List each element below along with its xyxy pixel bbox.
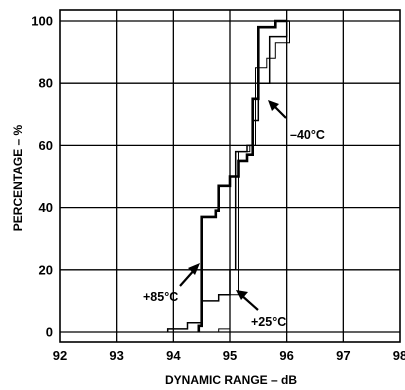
x-tick-label: 97 (336, 348, 350, 363)
x-tick-label: 92 (53, 348, 67, 363)
plot-border (59, 9, 401, 343)
y-tick-label: 20 (39, 262, 53, 277)
y-tick-label: 40 (39, 200, 53, 215)
annotation-plus25: +25°C (236, 290, 286, 329)
x-tick-label: 95 (223, 348, 237, 363)
x-tick-label: 94 (166, 348, 181, 363)
x-axis-title: DYNAMIC RANGE – dB (165, 373, 297, 387)
annotation-label-plus25: +25°C (251, 315, 286, 329)
annotation-label-plus85: +85°C (143, 290, 178, 304)
annotation-minus40: –40°C (268, 100, 325, 142)
y-tick-label: 0 (46, 325, 53, 340)
y-axis-title: PERCENTAGE – % (11, 124, 25, 231)
series-group (166, 19, 290, 332)
annotation-plus85: +85°C (143, 263, 200, 304)
y-tick-label: 80 (39, 76, 53, 91)
series-line-2 (218, 21, 290, 332)
series-line-1 (166, 20, 290, 332)
annotation-label-minus40: –40°C (290, 128, 325, 142)
y-tick-label: 60 (39, 138, 53, 153)
x-tick-label: 98 (393, 348, 405, 363)
arrowhead-plus85 (188, 263, 200, 275)
annotations: –40°C +85°C +25°C (143, 100, 325, 329)
y-tick-label: 100 (31, 14, 53, 29)
x-tick-label: 96 (279, 348, 293, 363)
tick-labels: 92 93 94 95 96 97 98 0 20 40 60 80 100 (31, 14, 405, 364)
x-tick-label: 93 (109, 348, 123, 363)
arrowhead-minus40 (268, 100, 279, 111)
plot-frame (59, 9, 401, 343)
arrowhead-plus25 (236, 290, 248, 300)
grid (60, 10, 400, 342)
series-line-0 (197, 19, 287, 332)
